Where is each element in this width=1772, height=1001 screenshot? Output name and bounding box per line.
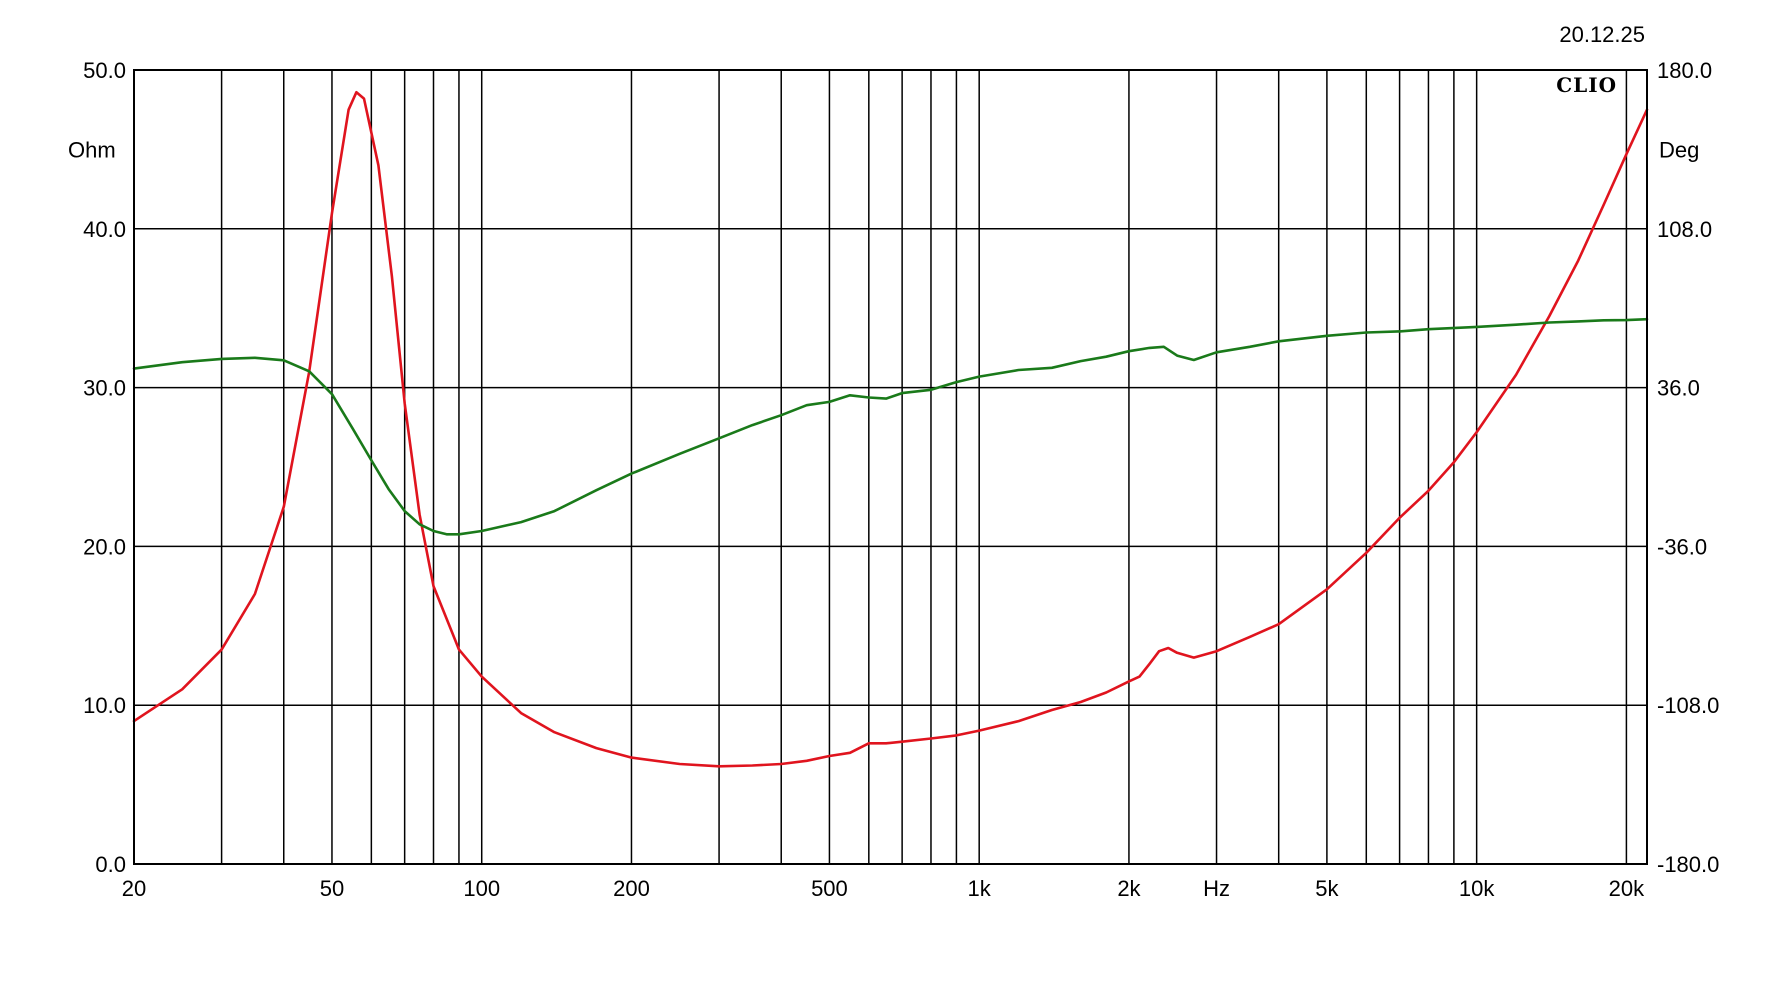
impedance-curve — [132, 90, 1649, 768]
y-tick-label: 20.0 — [83, 534, 126, 559]
date-label: 20.12.25 — [1559, 22, 1645, 47]
x-axis-tick-labels: 20 50 100 200 500 1k 2k Hz 5k 10k 20k — [122, 876, 1645, 901]
y-tick-label: 50.0 — [83, 58, 126, 83]
y-tick-label: 10.0 — [83, 693, 126, 718]
x-tick-label: 2k — [1117, 876, 1141, 901]
x-tick-label: 50 — [320, 876, 344, 901]
y2-axis-tick-labels: -180.0 -108.0 -36.0 36.0 108.0 180.0 — [1657, 58, 1719, 877]
y-tick-label: 0.0 — [95, 852, 126, 877]
x-tick-label: 10k — [1459, 876, 1495, 901]
y2-tick-label: -108.0 — [1657, 693, 1719, 718]
y2-tick-label: 36.0 — [1657, 376, 1700, 401]
series-layer — [132, 90, 1649, 768]
y-axis-label: Ohm — [68, 137, 116, 162]
x-tick-label: 20 — [122, 876, 146, 901]
x-tick-label: 5k — [1315, 876, 1339, 901]
y-axis-tick-labels: 0.0 10.0 20.0 30.0 40.0 50.0 — [83, 58, 126, 877]
y2-axis-label: Deg — [1659, 137, 1699, 162]
phase-curve — [132, 317, 1649, 536]
y2-tick-label: -36.0 — [1657, 534, 1707, 559]
x-tick-label: 1k — [968, 876, 992, 901]
x-tick-label: 200 — [613, 876, 650, 901]
x-tick-label: Hz — [1203, 876, 1230, 901]
x-tick-label: 100 — [463, 876, 500, 901]
y2-tick-label: -180.0 — [1657, 852, 1719, 877]
x-tick-label: 500 — [811, 876, 848, 901]
y-tick-label: 40.0 — [83, 217, 126, 242]
grid — [133, 69, 1647, 865]
y-tick-label: 30.0 — [83, 376, 126, 401]
clio-logo: CLIO — [1556, 73, 1617, 97]
y2-tick-label: 108.0 — [1657, 217, 1712, 242]
x-tick-label: 20k — [1609, 876, 1645, 901]
brand-background — [1541, 73, 1625, 97]
plot-frame — [133, 69, 1648, 865]
y2-tick-label: 180.0 — [1657, 58, 1712, 83]
